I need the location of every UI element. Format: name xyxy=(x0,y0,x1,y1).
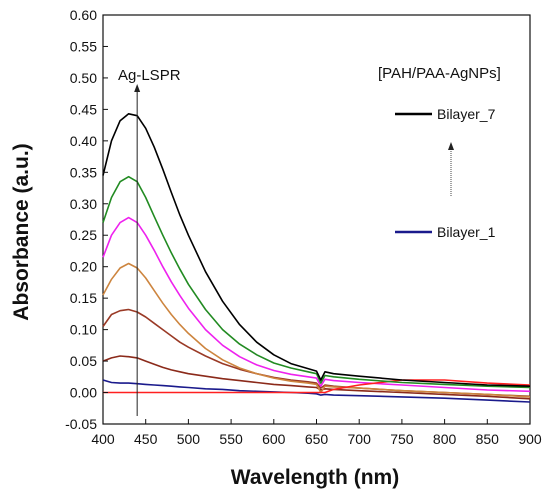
legend: Bilayer_7 Bilayer_1 xyxy=(395,106,496,240)
y-axis-ticks: -0.05 0.00 0.05 0.10 0.15 0.20 0.25 0.30 0.35 0.4… xyxy=(65,7,108,432)
x-tick-label: 650 xyxy=(305,431,329,447)
y-tick-label: 0.45 xyxy=(70,101,97,117)
lspr-annotation: Ag-LSPR xyxy=(118,67,181,84)
series-line-5 xyxy=(103,379,531,394)
annotation-layer: Ag-LSPR [PAH/PAA-AgNPs] xyxy=(118,65,501,416)
legend-label-bilayer-1: Bilayer_1 xyxy=(437,224,496,240)
x-tick-label: 550 xyxy=(219,431,243,447)
series-line-7 xyxy=(102,113,531,387)
y-axis-title: Absorbance (a.u.) xyxy=(10,143,33,320)
y-tick-label: 0.30 xyxy=(70,196,97,212)
series-layer xyxy=(102,113,531,403)
lspr-arrow-head xyxy=(134,84,141,92)
y-tick-label: 0.05 xyxy=(70,353,97,369)
y-tick-label: 0.35 xyxy=(70,164,97,180)
series-line-6 xyxy=(102,175,531,389)
series-line-1 xyxy=(102,355,531,400)
x-tick-label: 400 xyxy=(91,431,115,447)
x-tick-label: 800 xyxy=(433,431,457,447)
y-tick-label: 0.15 xyxy=(70,290,97,306)
x-tick-label: 600 xyxy=(262,431,286,447)
y-tick-label: 0.25 xyxy=(70,227,97,243)
y-tick-label: 0.20 xyxy=(70,259,97,275)
series-line-4 xyxy=(102,216,531,393)
x-tick-label: 750 xyxy=(390,431,414,447)
x-tick-label: 700 xyxy=(348,431,372,447)
x-tick-label: 500 xyxy=(177,431,201,447)
y-tick-label: 0.50 xyxy=(70,70,97,86)
x-tick-label: 850 xyxy=(476,431,500,447)
y-tick-label: 0.00 xyxy=(70,385,97,401)
legend-trend-arrow-head xyxy=(448,142,454,150)
y-tick-label: 0.40 xyxy=(70,133,97,149)
series-line-3 xyxy=(102,262,531,398)
y-tick-label: 0.10 xyxy=(70,322,97,338)
x-axis-ticks: 400 450 500 550 600 650 700 750 800 850 900 xyxy=(91,419,542,447)
x-axis-title: Wavelength (nm) xyxy=(231,466,399,489)
y-tick-label: 0.60 xyxy=(70,7,97,23)
series-line-0 xyxy=(102,379,531,403)
x-tick-label: 450 xyxy=(134,431,158,447)
legend-label-bilayer-7: Bilayer_7 xyxy=(437,106,496,122)
x-tick-label: 900 xyxy=(518,431,542,447)
sample-annotation: [PAH/PAA-AgNPs] xyxy=(378,65,501,82)
y-tick-label: -0.05 xyxy=(65,416,97,432)
y-tick-label: 0.55 xyxy=(70,38,97,54)
